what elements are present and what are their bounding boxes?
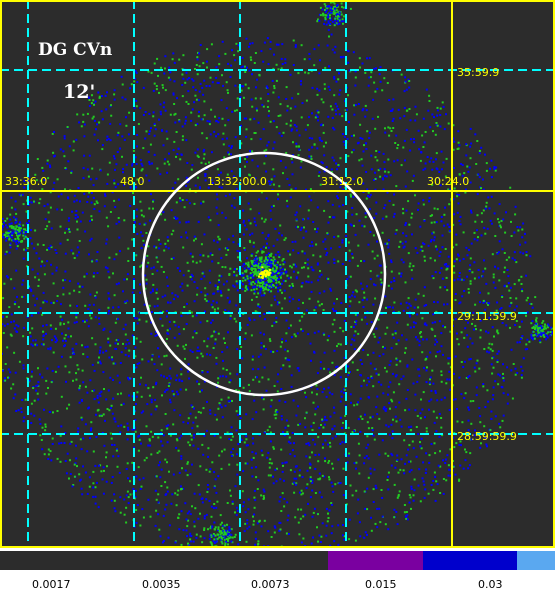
coordinate-grid (0, 0, 555, 548)
sky-image (0, 0, 555, 548)
image-frame (0, 0, 555, 548)
dec-label-2: 29:11:59.9 (457, 310, 517, 323)
ra-label-4: 31:12.0 (321, 175, 364, 188)
ra-label-5: 30:24.0 (427, 175, 470, 188)
ra-label-2: 48.0 (120, 175, 145, 188)
object-name-label: DG CVn (38, 40, 113, 60)
ra-label-3: 13:32:00.0 (207, 175, 267, 188)
colorbar-tick-5: 0.03 (478, 578, 503, 591)
colorbar-tick-3: 0.0073 (251, 578, 290, 591)
scale-label: 12' (63, 81, 96, 103)
colorbar-tick-2: 0.0035 (142, 578, 181, 591)
dec-label-1: 35:59.9 (457, 66, 500, 79)
photon-events-layer (0, 0, 555, 548)
xray-image-panel[interactable]: DG CVn 12' 33:36.0 48.0 13:32:00.0 31:12… (0, 0, 555, 548)
source-region-circle (141, 151, 387, 397)
coordinate-axes (0, 0, 555, 548)
colorbar-segment-blue (423, 551, 517, 570)
colorbar-tick-1: 0.0017 (32, 578, 71, 591)
ra-label-1: 33:36.0 (5, 175, 48, 188)
colorbar-segment-lightblue (517, 551, 555, 570)
dec-label-3: 28:59:59.9 (457, 430, 517, 443)
colorbar-segment-dark (0, 551, 328, 570)
colorbar[interactable] (0, 549, 555, 571)
colorbar-segment-purple (328, 551, 423, 570)
colorbar-tick-4: 0.015 (365, 578, 397, 591)
